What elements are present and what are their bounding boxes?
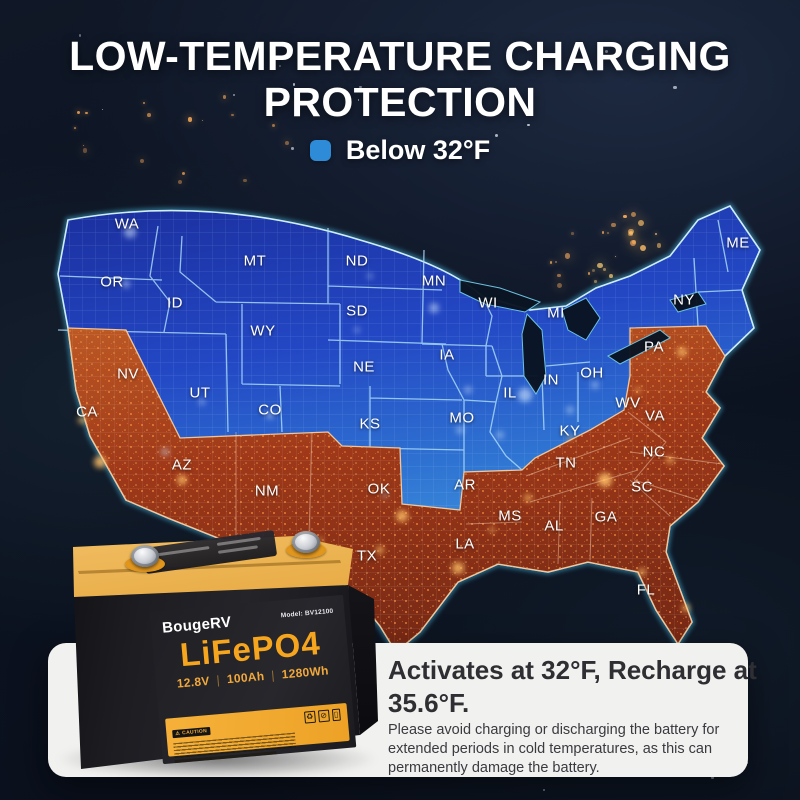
sticker-text-line bbox=[216, 536, 261, 546]
battery-product: BougeRV Model: BV12100 LiFePO4 12.8V | 1… bbox=[48, 523, 388, 779]
spec-voltage: 12.8V bbox=[176, 673, 211, 691]
page-title-line2: PROTECTION bbox=[263, 79, 537, 125]
light-dot bbox=[182, 171, 186, 176]
legend: Below 32°F bbox=[0, 135, 800, 166]
map-warm-texture bbox=[68, 326, 725, 652]
caution-label: CAUTION bbox=[181, 728, 208, 737]
info-body: Please avoid charging or discharging the… bbox=[388, 722, 720, 776]
spec-energy: 1280Wh bbox=[281, 663, 330, 682]
sticker-text-line bbox=[217, 545, 258, 554]
light-dot bbox=[73, 127, 76, 130]
caution-strip: ⚠ CAUTION ♻ ⊘ ▯ bbox=[165, 702, 350, 764]
terminal-negative bbox=[284, 529, 328, 563]
state-borders-cold bbox=[57, 219, 743, 472]
caution-warning-icon: ⚠ bbox=[175, 730, 181, 737]
spec-separator: | bbox=[215, 672, 221, 688]
terminal-cap bbox=[292, 531, 320, 553]
city-glows-warm bbox=[78, 347, 690, 612]
terminal-positive bbox=[123, 543, 167, 577]
model-number: Model: BV12100 bbox=[280, 607, 334, 620]
spec-capacity: 100Ah bbox=[226, 669, 265, 687]
battery-icon: ▯ bbox=[331, 708, 341, 722]
no-trash-icon: ⊘ bbox=[317, 709, 330, 723]
legend-swatch bbox=[309, 140, 331, 161]
page-title-line1: LOW-TEMPERATURE CHARGING bbox=[69, 33, 731, 79]
caution-chip: ⚠ CAUTION bbox=[172, 726, 211, 739]
info-heading: Activates at 32°F, Recharge at 35.6°F. bbox=[388, 655, 757, 718]
light-dot bbox=[542, 788, 546, 792]
compliance-icons: ♻ ⊘ ▯ bbox=[303, 708, 341, 724]
state-borders-warm bbox=[235, 411, 723, 573]
page-title: LOW-TEMPERATURE CHARGING PROTECTION bbox=[0, 33, 800, 125]
city-glows-cold bbox=[122, 226, 599, 498]
spec-separator: | bbox=[270, 668, 276, 683]
battery-front-label: BougeRV Model: BV12100 LiFePO4 12.8V | 1… bbox=[149, 594, 357, 765]
recycle-icon: ♻ bbox=[303, 710, 316, 724]
legend-label: Below 32°F bbox=[345, 135, 491, 165]
great-lakes bbox=[459, 279, 707, 395]
terminal-cap bbox=[131, 545, 159, 567]
